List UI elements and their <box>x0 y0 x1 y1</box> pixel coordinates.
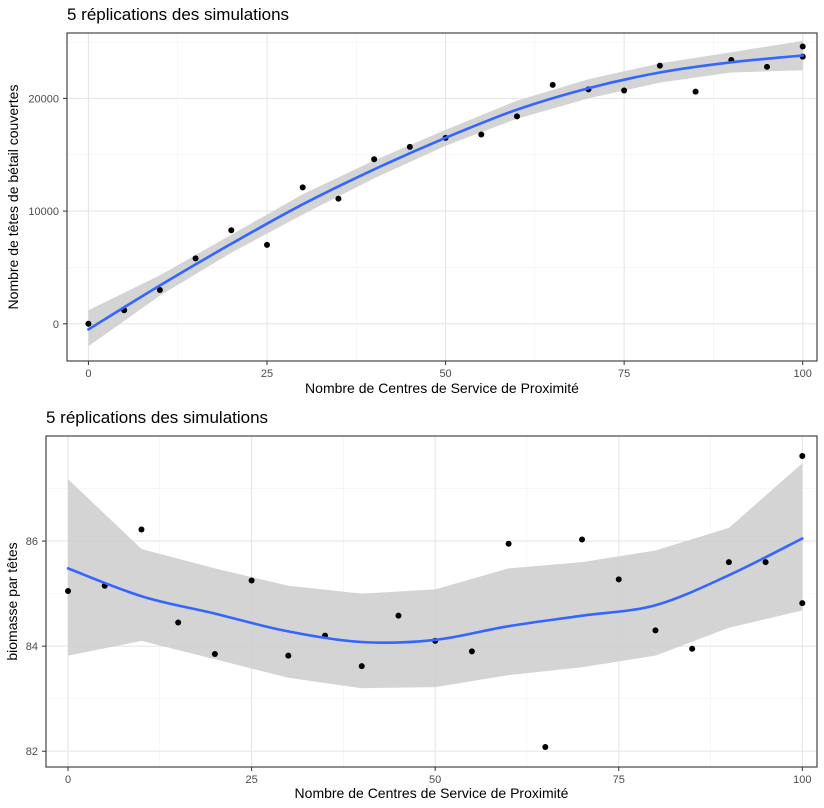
data-point <box>621 87 628 94</box>
data-point <box>799 452 806 459</box>
x-tick-label: 75 <box>618 368 630 380</box>
data-point <box>299 184 306 191</box>
data-point <box>85 320 92 327</box>
y-tick-label: 0 <box>53 319 59 331</box>
confidence-band <box>88 40 803 347</box>
data-point <box>138 526 145 533</box>
data-point <box>514 113 520 120</box>
data-point <box>692 88 699 95</box>
y-tick-label: 82 <box>26 746 38 758</box>
data-point <box>652 627 659 634</box>
x-tick-label: 50 <box>429 774 441 786</box>
y-axis-title: biomasse par têtes <box>4 542 20 660</box>
data-point <box>211 651 218 658</box>
data-point <box>395 612 402 619</box>
data-point <box>505 540 512 547</box>
x-tick-label: 100 <box>793 774 811 786</box>
confidence-band <box>68 463 803 689</box>
y-tick-label: 84 <box>26 641 38 653</box>
x-axis-title: Nombre de Centres de Service de Proximit… <box>305 380 579 396</box>
data-point <box>656 62 663 69</box>
data-point <box>478 131 485 138</box>
data-point <box>579 536 586 543</box>
data-point <box>156 286 163 293</box>
chart-title: 5 réplications des simulations <box>67 5 289 24</box>
chart-title: 5 réplications des simulations <box>46 408 268 427</box>
data-point <box>689 645 696 652</box>
smooth-line <box>66 537 804 644</box>
x-tick-label: 25 <box>261 368 273 380</box>
data-point <box>358 663 365 670</box>
data-point <box>406 143 413 150</box>
data-point <box>615 576 622 583</box>
y-tick-label: 86 <box>26 536 38 548</box>
x-tick-label: 75 <box>613 774 625 786</box>
data-point <box>764 63 770 70</box>
data-point <box>371 156 378 163</box>
data-point <box>549 81 556 88</box>
data-point <box>264 241 270 248</box>
data-point <box>725 559 732 566</box>
data-point <box>65 587 72 594</box>
y-tick-label: 20000 <box>28 93 59 105</box>
plot-panel <box>67 33 817 361</box>
chart-2: 0 25 50 75 100 82 84 86 5 réplications des simul… <box>4 408 818 801</box>
panel-border <box>66 32 818 362</box>
y-axis-title: Nombre de têtes de bétail couvertes <box>5 85 21 310</box>
chart-1: 0 25 50 75 100 0 10000 20000 5 réplications des … <box>5 5 818 396</box>
data-point <box>192 255 199 262</box>
smooth-line <box>87 54 804 331</box>
data-point <box>799 600 806 607</box>
data-point <box>248 577 255 584</box>
x-tick-label: 50 <box>439 368 451 380</box>
x-axis-title: Nombre de Centres de Service de Proximit… <box>295 785 569 801</box>
data-point <box>468 648 475 655</box>
x-tick-label: 0 <box>85 368 91 380</box>
x-tick-label: 100 <box>794 368 812 380</box>
data-point <box>228 227 235 234</box>
data-point <box>285 652 292 659</box>
data-point <box>799 43 806 50</box>
data-point <box>335 195 342 202</box>
data-point <box>762 559 769 566</box>
panel-border <box>45 435 818 768</box>
y-tick-label: 10000 <box>28 206 59 218</box>
x-tick-label: 0 <box>65 774 71 786</box>
x-tick-label: 25 <box>245 774 257 786</box>
data-point <box>175 619 182 626</box>
data-point <box>542 744 549 751</box>
